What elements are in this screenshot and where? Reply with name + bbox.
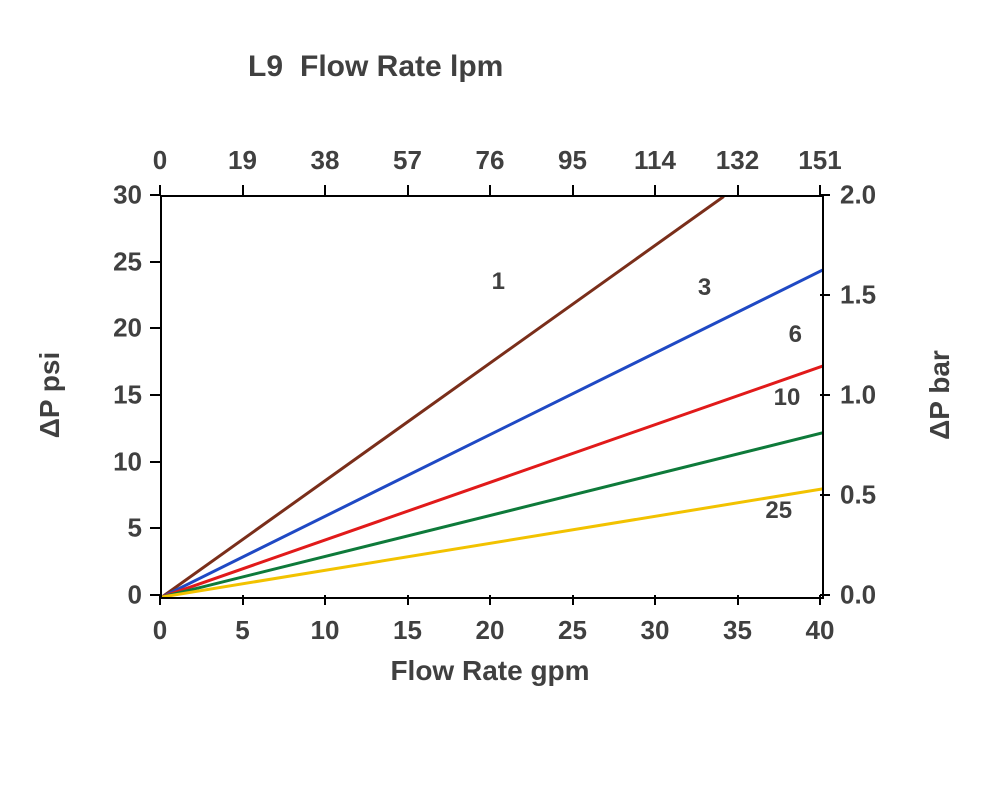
x-axis-top-title: Flow Rate lpm bbox=[300, 50, 503, 84]
series-label: 1 bbox=[492, 268, 505, 296]
plot-area bbox=[160, 195, 824, 599]
x-bottom-tick-label: 0 bbox=[153, 615, 167, 646]
y-right-tick-label: 1.5 bbox=[840, 280, 876, 311]
y-left-tick bbox=[150, 527, 160, 529]
y-right-tick-label: 0.5 bbox=[840, 480, 876, 511]
x-bottom-tick bbox=[489, 595, 491, 605]
y-left-tick-label: 0 bbox=[128, 580, 142, 611]
x-bottom-tick bbox=[159, 595, 161, 605]
y-right-tick-label: 2.0 bbox=[840, 180, 876, 211]
series-line bbox=[162, 197, 723, 597]
x-bottom-tick-label: 35 bbox=[723, 615, 752, 646]
series-line bbox=[162, 366, 822, 597]
y-left-tick bbox=[150, 461, 160, 463]
y-right-tick-label: 0.0 bbox=[840, 580, 876, 611]
x-bottom-tick-label: 10 bbox=[311, 615, 340, 646]
x-top-tick-label: 76 bbox=[476, 145, 505, 176]
x-bottom-tick bbox=[737, 595, 739, 605]
x-top-tick bbox=[572, 185, 574, 195]
x-top-tick-label: 95 bbox=[558, 145, 587, 176]
x-top-tick-label: 57 bbox=[393, 145, 422, 176]
series-label: 6 bbox=[789, 321, 802, 349]
y-right-tick bbox=[820, 494, 830, 496]
y-left-tick-label: 30 bbox=[113, 180, 142, 211]
x-bottom-tick bbox=[324, 595, 326, 605]
y-left-tick bbox=[150, 594, 160, 596]
x-bottom-tick-label: 25 bbox=[558, 615, 587, 646]
y-left-tick-label: 25 bbox=[113, 246, 142, 277]
x-bottom-tick bbox=[407, 595, 409, 605]
y-axis-left-title: ΔP psi bbox=[34, 352, 66, 439]
y-right-tick bbox=[820, 394, 830, 396]
x-top-tick-label: 38 bbox=[311, 145, 340, 176]
y-left-tick-label: 15 bbox=[113, 380, 142, 411]
x-bottom-tick bbox=[654, 595, 656, 605]
series-label: 25 bbox=[765, 497, 792, 525]
series-label: 10 bbox=[774, 384, 801, 412]
y-axis-right-title: ΔP bar bbox=[924, 350, 956, 440]
x-bottom-tick-label: 30 bbox=[641, 615, 670, 646]
y-left-tick bbox=[150, 194, 160, 196]
y-right-tick bbox=[820, 194, 830, 196]
x-top-tick-label: 0 bbox=[153, 145, 167, 176]
x-top-tick bbox=[324, 185, 326, 195]
x-top-tick bbox=[737, 185, 739, 195]
x-top-tick-label: 132 bbox=[716, 145, 759, 176]
x-bottom-tick-label: 40 bbox=[806, 615, 835, 646]
y-left-tick bbox=[150, 394, 160, 396]
x-bottom-tick bbox=[242, 595, 244, 605]
series-line bbox=[162, 489, 822, 597]
series-line bbox=[162, 270, 822, 597]
x-bottom-tick bbox=[819, 595, 821, 605]
x-axis-bottom-title: Flow Rate gpm bbox=[390, 655, 589, 687]
chart-lines bbox=[162, 197, 822, 597]
x-top-tick bbox=[654, 185, 656, 195]
chart-title-prefix: L9 bbox=[248, 50, 283, 84]
x-top-tick bbox=[407, 185, 409, 195]
x-bottom-tick bbox=[572, 595, 574, 605]
x-top-tick-label: 114 bbox=[634, 145, 676, 176]
chart-container: L9 Flow Rate lpm Flow Rate gpm ΔP psi ΔP… bbox=[0, 0, 1003, 786]
series-line bbox=[162, 433, 822, 597]
y-left-tick bbox=[150, 327, 160, 329]
series-label: 3 bbox=[698, 274, 711, 302]
x-top-tick-label: 151 bbox=[798, 145, 841, 176]
y-right-tick bbox=[820, 294, 830, 296]
y-left-tick-label: 5 bbox=[128, 513, 142, 544]
y-left-tick-label: 20 bbox=[113, 313, 142, 344]
y-right-tick-label: 1.0 bbox=[840, 380, 876, 411]
y-right-tick bbox=[820, 594, 830, 596]
x-top-tick bbox=[242, 185, 244, 195]
x-top-tick bbox=[489, 185, 491, 195]
x-bottom-tick-label: 15 bbox=[393, 615, 422, 646]
x-top-tick-label: 19 bbox=[228, 145, 257, 176]
y-left-tick bbox=[150, 261, 160, 263]
y-left-tick-label: 10 bbox=[113, 446, 142, 477]
x-bottom-tick-label: 20 bbox=[476, 615, 505, 646]
x-bottom-tick-label: 5 bbox=[235, 615, 249, 646]
